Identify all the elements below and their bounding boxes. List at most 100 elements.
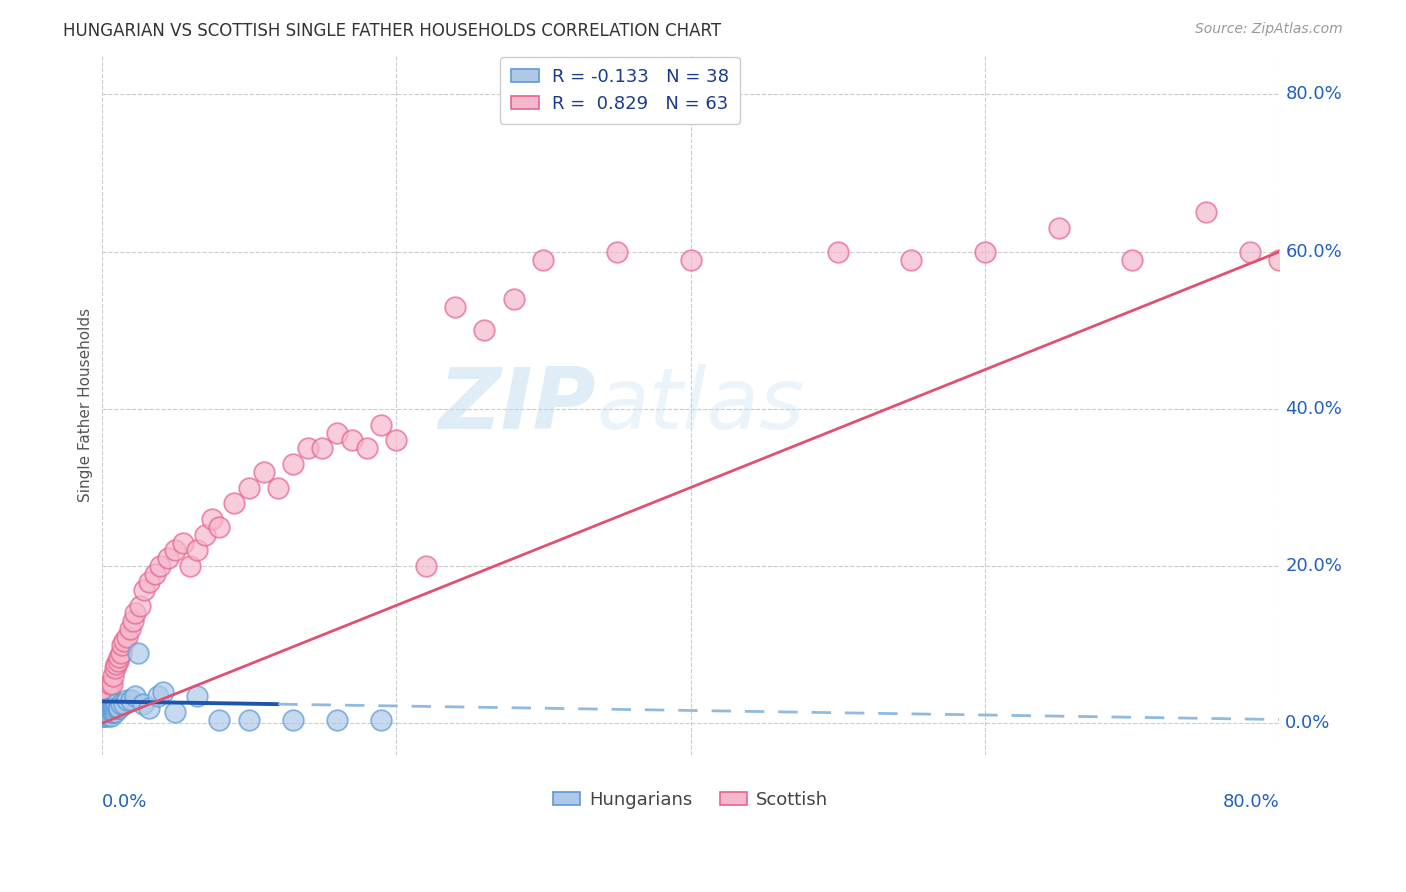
Text: HUNGARIAN VS SCOTTISH SINGLE FATHER HOUSEHOLDS CORRELATION CHART: HUNGARIAN VS SCOTTISH SINGLE FATHER HOUS… [63, 22, 721, 40]
Point [128, 599, 150, 613]
Point [96, 693, 118, 707]
Point [186, 689, 208, 703]
Point [93, 705, 115, 719]
Point [606, 244, 628, 259]
Text: 60.0%: 60.0% [1285, 243, 1343, 260]
Point [101, 677, 124, 691]
Point [172, 535, 194, 549]
Point [93, 705, 115, 719]
Point [138, 574, 160, 589]
Point [115, 630, 138, 644]
Point [104, 705, 127, 719]
Point [104, 661, 127, 675]
Point [186, 543, 208, 558]
Point [267, 481, 290, 495]
Point [91, 708, 114, 723]
Point [326, 425, 349, 440]
Point [152, 685, 174, 699]
Point [103, 700, 125, 714]
Point [165, 543, 187, 558]
Point [179, 559, 201, 574]
Point [238, 481, 260, 495]
Point [110, 697, 132, 711]
Point [474, 323, 496, 337]
Text: 80.0%: 80.0% [1223, 793, 1279, 812]
Point [1121, 252, 1143, 267]
Point [1239, 244, 1261, 259]
Point [974, 244, 997, 259]
Point [115, 693, 138, 707]
Point [100, 708, 122, 723]
Legend: Hungarians, Scottish: Hungarians, Scottish [546, 783, 835, 816]
Point [97, 685, 120, 699]
Point [94, 705, 117, 719]
Point [311, 442, 333, 456]
Text: 0.0%: 0.0% [101, 793, 148, 812]
Point [124, 689, 146, 703]
Point [94, 693, 117, 707]
Point [96, 689, 118, 703]
Point [108, 700, 131, 714]
Text: 20.0%: 20.0% [1285, 558, 1343, 575]
Point [127, 646, 149, 660]
Point [124, 607, 146, 621]
Point [356, 442, 378, 456]
Point [96, 705, 118, 719]
Point [444, 300, 467, 314]
Point [97, 700, 120, 714]
Point [297, 442, 319, 456]
Point [252, 465, 274, 479]
Point [238, 713, 260, 727]
Point [156, 551, 179, 566]
Point [827, 244, 849, 259]
Point [224, 496, 246, 510]
Point [208, 520, 231, 534]
Point [94, 708, 117, 723]
Point [531, 252, 554, 267]
Text: Source: ZipAtlas.com: Source: ZipAtlas.com [1195, 22, 1343, 37]
Point [900, 252, 922, 267]
Point [281, 713, 304, 727]
Point [134, 582, 156, 597]
Point [103, 700, 125, 714]
Point [111, 638, 134, 652]
Point [112, 697, 135, 711]
Point [1047, 221, 1070, 235]
Point [120, 693, 142, 707]
Point [110, 646, 132, 660]
Point [281, 457, 304, 471]
Point [100, 677, 122, 691]
Point [208, 713, 231, 727]
Point [98, 705, 121, 719]
Point [502, 292, 524, 306]
Point [146, 689, 169, 703]
Point [326, 713, 349, 727]
Point [118, 622, 141, 636]
Text: atlas: atlas [596, 364, 804, 447]
Point [149, 559, 172, 574]
Point [132, 697, 155, 711]
Point [97, 685, 120, 699]
Point [679, 252, 702, 267]
Point [1268, 252, 1291, 267]
Point [107, 654, 129, 668]
Point [370, 713, 392, 727]
Point [143, 567, 166, 582]
Point [138, 700, 160, 714]
Point [201, 512, 224, 526]
Text: 80.0%: 80.0% [1285, 86, 1343, 103]
Point [97, 708, 120, 723]
Point [104, 700, 127, 714]
Y-axis label: Single Father Households: Single Father Households [79, 308, 93, 502]
Point [103, 669, 125, 683]
Text: ZIP: ZIP [439, 364, 596, 447]
Point [108, 649, 131, 664]
Point [340, 434, 363, 448]
Text: 40.0%: 40.0% [1285, 400, 1343, 418]
Point [94, 700, 117, 714]
Point [105, 657, 128, 672]
Point [91, 705, 114, 719]
Point [385, 434, 408, 448]
Point [121, 614, 143, 628]
Point [165, 705, 187, 719]
